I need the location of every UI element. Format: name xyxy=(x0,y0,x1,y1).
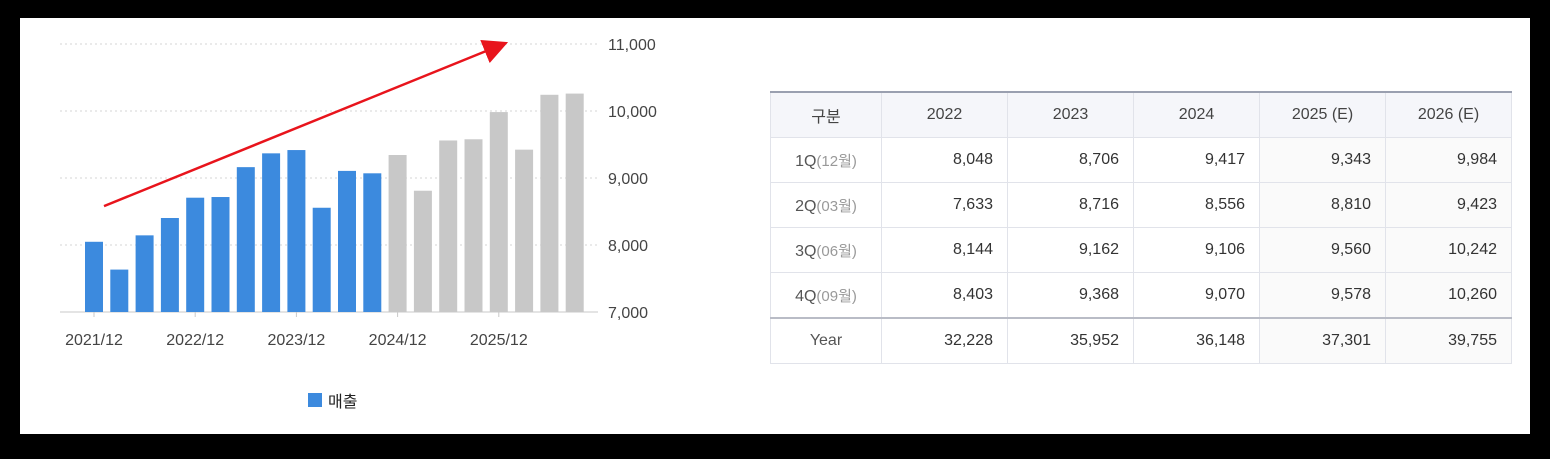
bar-forecast xyxy=(439,140,458,312)
row-label: 3Q(06월) xyxy=(770,227,882,273)
y-tick-label: 10,000 xyxy=(608,104,657,121)
header-2022: 2022 xyxy=(881,91,1008,138)
bar-forecast xyxy=(388,155,407,312)
bar-forecast xyxy=(464,139,483,312)
table-cell: 8,810 xyxy=(1259,182,1386,228)
bar-actual xyxy=(262,153,281,312)
x-tick-label: 2024/12 xyxy=(369,332,427,349)
bar-actual xyxy=(363,173,382,312)
table-cell: 10,242 xyxy=(1385,227,1512,273)
table-row: 1Q(12월) 8,048 8,706 9,417 9,343 9,984 xyxy=(770,137,1512,183)
table-row: 3Q(06월) 8,144 9,162 9,106 9,560 10,242 xyxy=(770,227,1512,273)
bar-actual xyxy=(211,197,230,312)
legend-swatch xyxy=(308,393,322,407)
table-cell: 8,048 xyxy=(881,137,1008,183)
revenue-table: 구분 2022 2023 2024 2025 (E) 2026 (E) 1Q(1… xyxy=(770,91,1512,364)
bar-actual xyxy=(110,269,129,312)
table-cell: 9,560 xyxy=(1259,227,1386,273)
table-cell: 9,106 xyxy=(1133,227,1260,273)
table-cell: 9,984 xyxy=(1385,137,1512,183)
y-tick-label: 7,000 xyxy=(608,305,648,322)
header-category: 구분 xyxy=(770,91,882,138)
table-cell: 39,755 xyxy=(1385,317,1512,364)
chart-legend[interactable]: 매출 xyxy=(308,388,357,412)
chart-panel: 7,000 8,000 9,000 10,000 11,000 2021/12 2022/1… xyxy=(20,18,1530,434)
bar-actual xyxy=(160,217,179,312)
table-row: 2Q(03월) 7,633 8,716 8,556 8,810 9,423 xyxy=(770,182,1512,228)
quarter-label: 2Q xyxy=(795,197,817,215)
table-row: 4Q(09월) 8,403 9,368 9,070 9,578 10,260 xyxy=(770,272,1512,319)
table-row-year: Year 32,228 35,952 36,148 37,301 39,755 xyxy=(770,317,1512,364)
header-2026e: 2026 (E) xyxy=(1385,91,1512,138)
bar-forecast xyxy=(489,112,508,313)
row-label: 1Q(12월) xyxy=(770,137,882,183)
bar-actual xyxy=(135,235,154,312)
y-tick-label: 11,000 xyxy=(608,37,656,54)
row-label: 2Q(03월) xyxy=(770,182,882,228)
table-cell: 8,144 xyxy=(881,227,1008,273)
bar-actual xyxy=(186,197,205,312)
bar-actual xyxy=(338,170,356,312)
y-tick-label: 8,000 xyxy=(608,238,648,255)
header-2025e: 2025 (E) xyxy=(1259,91,1386,138)
table-cell: 36,148 xyxy=(1133,317,1260,364)
table-cell: 9,423 xyxy=(1385,182,1512,228)
table-header-row: 구분 2022 2023 2024 2025 (E) 2026 (E) xyxy=(770,91,1512,138)
table-cell: 10,260 xyxy=(1385,272,1512,319)
trend-arrow xyxy=(103,39,509,208)
header-2023: 2023 xyxy=(1007,91,1134,138)
table-cell: 32,228 xyxy=(881,317,1008,364)
header-2024: 2024 xyxy=(1133,91,1260,138)
table-cell: 8,706 xyxy=(1007,137,1134,183)
table-cell: 8,716 xyxy=(1007,182,1134,228)
year-label: Year xyxy=(770,317,882,364)
quarter-label: 1Q xyxy=(795,152,817,170)
revenue-chart: 7,000 8,000 9,000 10,000 11,000 2021/12 2022/1… xyxy=(60,37,657,349)
quarter-month: (12월) xyxy=(816,152,857,170)
table-cell: 9,162 xyxy=(1007,227,1134,273)
bar-actual xyxy=(85,241,103,312)
bar-actual xyxy=(236,167,255,312)
row-label: 4Q(09월) xyxy=(770,272,882,319)
bar-forecast xyxy=(413,190,432,312)
x-tick-label: 2025/12 xyxy=(470,332,528,349)
table-cell: 7,633 xyxy=(881,182,1008,228)
legend-label: 매출 xyxy=(328,392,358,411)
bar-forecast xyxy=(540,94,559,312)
bar-forecast xyxy=(565,93,584,312)
x-tick-label: 2021/12 xyxy=(65,332,123,349)
bar-forecast xyxy=(515,149,534,312)
quarter-label: 3Q xyxy=(795,242,817,260)
table-cell: 35,952 xyxy=(1007,317,1134,364)
x-tick-label: 2022/12 xyxy=(166,332,224,349)
bar-actual xyxy=(287,150,306,312)
table-cell: 9,417 xyxy=(1133,137,1260,183)
bar-actual xyxy=(312,207,331,312)
quarter-month: (09월) xyxy=(816,287,857,305)
table-cell: 9,343 xyxy=(1259,137,1386,183)
quarter-month: (03월) xyxy=(816,197,857,215)
table-cell: 8,556 xyxy=(1133,182,1260,228)
table-cell: 9,368 xyxy=(1007,272,1134,319)
x-tick-label: 2023/12 xyxy=(267,332,325,349)
quarter-month: (06월) xyxy=(816,242,857,260)
y-tick-label: 9,000 xyxy=(608,171,648,188)
table-cell: 9,070 xyxy=(1133,272,1260,319)
table-cell: 8,403 xyxy=(881,272,1008,319)
table-cell: 9,578 xyxy=(1259,272,1386,319)
table-cell: 37,301 xyxy=(1259,317,1386,364)
quarter-label: 4Q xyxy=(795,287,817,305)
